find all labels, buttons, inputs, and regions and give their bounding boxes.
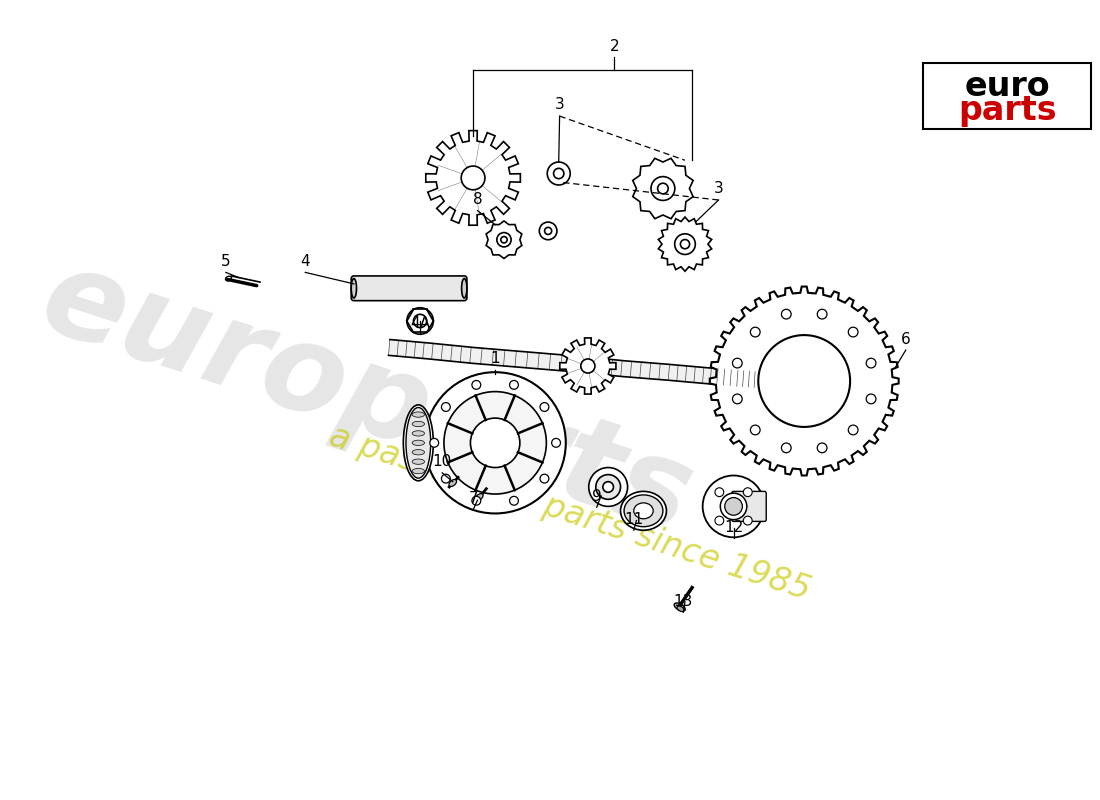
Circle shape [848,425,858,435]
Polygon shape [658,217,712,271]
Circle shape [817,443,827,453]
Ellipse shape [351,278,356,298]
Ellipse shape [634,503,653,518]
Text: 11: 11 [624,512,644,526]
Text: 10: 10 [432,454,452,470]
Circle shape [588,467,628,506]
Text: 7: 7 [469,491,477,506]
Text: europarts: europarts [28,238,706,558]
FancyBboxPatch shape [923,63,1091,130]
Polygon shape [710,286,899,475]
Circle shape [552,438,561,447]
Circle shape [733,394,742,404]
Text: 4: 4 [300,254,310,269]
Ellipse shape [412,430,425,436]
Circle shape [658,183,668,194]
Text: 1: 1 [491,351,501,366]
Circle shape [750,425,760,435]
Ellipse shape [404,405,433,481]
Circle shape [509,381,518,390]
Circle shape [540,474,549,483]
Circle shape [781,443,791,453]
Circle shape [444,392,547,494]
Circle shape [715,488,724,497]
Circle shape [720,493,747,520]
Text: 3: 3 [714,181,724,195]
Circle shape [430,438,439,447]
Text: 9: 9 [592,489,602,504]
Polygon shape [388,339,801,390]
Polygon shape [426,130,520,226]
Circle shape [703,475,764,538]
Circle shape [733,358,742,368]
Ellipse shape [412,440,425,446]
Text: a passion for parts since 1985: a passion for parts since 1985 [326,420,815,607]
Circle shape [681,239,690,249]
Circle shape [539,222,557,240]
Text: 4A: 4A [410,316,430,330]
Ellipse shape [412,422,425,426]
Circle shape [500,237,507,243]
Text: 5: 5 [221,254,231,269]
Circle shape [497,233,512,247]
Circle shape [848,327,858,337]
Circle shape [715,516,724,525]
Ellipse shape [406,407,431,478]
Circle shape [472,381,481,390]
Text: 2: 2 [609,39,619,54]
Circle shape [544,227,552,234]
Circle shape [441,474,450,483]
Text: euro: euro [965,70,1050,103]
Circle shape [461,166,485,190]
Circle shape [441,402,450,411]
Text: 12: 12 [724,520,744,534]
Circle shape [603,482,614,492]
Circle shape [758,335,850,427]
Text: 6: 6 [901,331,911,346]
Ellipse shape [412,412,425,418]
Circle shape [540,402,549,411]
Circle shape [651,177,674,201]
Circle shape [817,310,827,319]
Circle shape [866,394,876,404]
Text: 13: 13 [673,594,693,609]
Circle shape [547,162,570,185]
Polygon shape [560,338,616,394]
Circle shape [414,314,427,327]
Ellipse shape [620,491,667,530]
Circle shape [425,372,565,514]
Ellipse shape [676,606,684,611]
Ellipse shape [462,278,466,298]
Ellipse shape [624,495,663,526]
Ellipse shape [412,459,425,464]
Circle shape [866,358,876,368]
Circle shape [471,418,520,467]
Circle shape [407,308,433,334]
Ellipse shape [674,603,685,611]
Text: 3: 3 [554,97,564,112]
Polygon shape [632,158,693,218]
Circle shape [581,359,595,373]
Ellipse shape [412,469,425,474]
Circle shape [750,327,760,337]
Ellipse shape [412,450,425,455]
Circle shape [674,234,695,254]
Ellipse shape [449,479,456,486]
Circle shape [472,496,481,505]
FancyBboxPatch shape [351,276,466,301]
Circle shape [509,496,518,505]
FancyBboxPatch shape [732,491,767,522]
Circle shape [744,516,752,525]
Polygon shape [486,221,521,258]
Circle shape [553,168,564,178]
Circle shape [725,498,742,515]
Text: parts: parts [958,94,1057,127]
Text: 8: 8 [473,192,482,207]
Circle shape [744,488,752,497]
Circle shape [596,474,620,499]
Circle shape [781,310,791,319]
Ellipse shape [475,494,483,501]
